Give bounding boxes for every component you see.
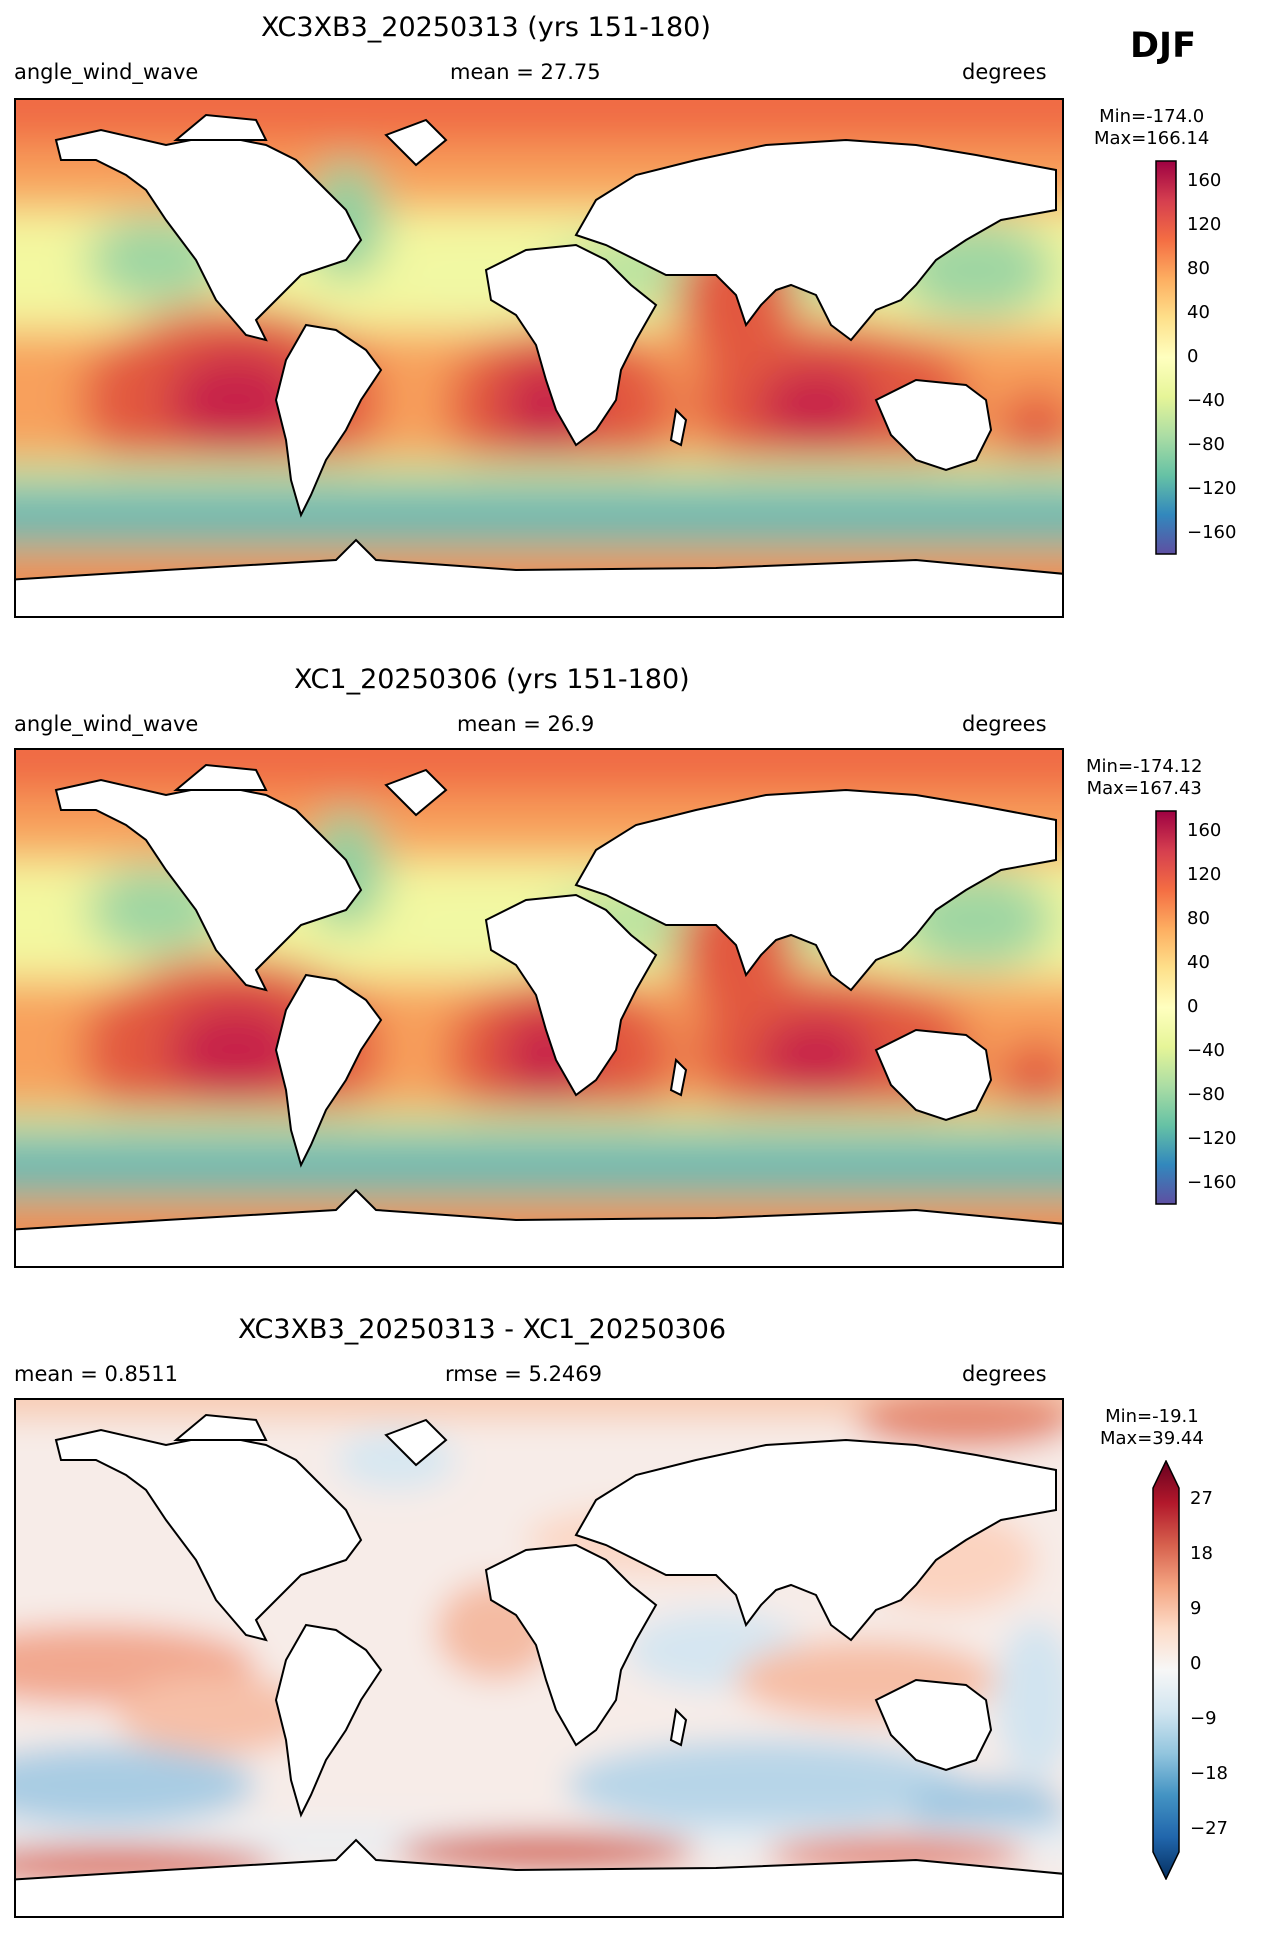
panel3-max: Max=39.44 bbox=[1100, 1427, 1204, 1449]
panel2-min: Min=-174.12 bbox=[1086, 756, 1203, 777]
panel1-title: XC3XB3_20250313 (yrs 151-180) bbox=[261, 12, 711, 43]
panel1-min: Min=-174.0 bbox=[1099, 106, 1205, 127]
panel1-map bbox=[14, 98, 1064, 618]
cbar3-tick: 27 bbox=[1190, 1488, 1213, 1509]
panel2-units: degrees bbox=[962, 712, 1047, 736]
cbar3-tick: −27 bbox=[1190, 1818, 1228, 1839]
cbar1-tick: −120 bbox=[1187, 478, 1237, 499]
panel1-units: degrees bbox=[962, 60, 1047, 84]
cbar1-tick: −160 bbox=[1187, 522, 1237, 543]
panel3-colorbar bbox=[1152, 1459, 1180, 1881]
panel3-mean: mean = 0.8511 bbox=[14, 1362, 178, 1386]
cbar2-tick: −40 bbox=[1187, 1040, 1225, 1061]
panel3-land bbox=[16, 1413, 1062, 1916]
panel1-minmax: Min=-174.0 Max=166.14 bbox=[1094, 106, 1209, 149]
panel2-land bbox=[16, 763, 1062, 1266]
panel1-max: Max=166.14 bbox=[1094, 127, 1210, 149]
cbar3-tick: −18 bbox=[1190, 1763, 1228, 1784]
season-label: DJF bbox=[1130, 26, 1196, 66]
panel1-map-svg bbox=[16, 100, 1062, 616]
cbar2-tick: 160 bbox=[1187, 820, 1222, 841]
cbar2-tick: 120 bbox=[1187, 864, 1222, 885]
panel1-land bbox=[16, 113, 1062, 616]
panel1-colorbar bbox=[1155, 160, 1177, 555]
panel2-title: XC1_20250306 (yrs 151-180) bbox=[294, 664, 690, 695]
cbar1-tick: 80 bbox=[1187, 258, 1210, 279]
panel1-mean: mean = 27.75 bbox=[450, 60, 601, 84]
panel2-max: Max=167.43 bbox=[1086, 777, 1202, 799]
panel2-map bbox=[14, 748, 1064, 1268]
cbar1-tick: −40 bbox=[1187, 390, 1225, 411]
cbar2-tick: 80 bbox=[1187, 908, 1210, 929]
cbar1-tick: 40 bbox=[1187, 302, 1210, 323]
panel2-colorbar bbox=[1155, 810, 1177, 1205]
cbar1-tick: 160 bbox=[1187, 170, 1222, 191]
cbar2-tick: −120 bbox=[1187, 1128, 1237, 1149]
panel3-units: degrees bbox=[962, 1362, 1047, 1386]
panel2-minmax: Min=-174.12 Max=167.43 bbox=[1086, 756, 1203, 799]
panel2-variable: angle_wind_wave bbox=[14, 712, 199, 736]
cbar3-tick: −9 bbox=[1190, 1708, 1217, 1729]
panel3-minmax: Min=-19.1 Max=39.44 bbox=[1100, 1406, 1204, 1449]
cbar2-tick: −80 bbox=[1187, 1084, 1225, 1105]
cbar3-tick: 9 bbox=[1190, 1598, 1202, 1619]
cbar2-tick: 0 bbox=[1187, 996, 1199, 1017]
cbar1-tick: −80 bbox=[1187, 434, 1225, 455]
panel3-title: XC3XB3_20250313 - XC1_20250306 bbox=[238, 1314, 727, 1345]
cbar3-tick: 18 bbox=[1190, 1543, 1213, 1564]
panel2-mean: mean = 26.9 bbox=[457, 712, 595, 736]
panel3-min: Min=-19.1 bbox=[1105, 1406, 1199, 1427]
panel3-rmse: rmse = 5.2469 bbox=[445, 1362, 603, 1386]
cbar1-tick: 120 bbox=[1187, 214, 1222, 235]
cbar2-tick: 40 bbox=[1187, 952, 1210, 973]
cbar2-tick: −160 bbox=[1187, 1172, 1237, 1193]
panel3-map-svg bbox=[16, 1400, 1062, 1916]
panel1-variable: angle_wind_wave bbox=[14, 60, 199, 84]
panel3-map bbox=[14, 1398, 1064, 1918]
panel2-map-svg bbox=[16, 750, 1062, 1266]
cbar1-tick: 0 bbox=[1187, 346, 1199, 367]
cbar3-tick: 0 bbox=[1190, 1653, 1202, 1674]
